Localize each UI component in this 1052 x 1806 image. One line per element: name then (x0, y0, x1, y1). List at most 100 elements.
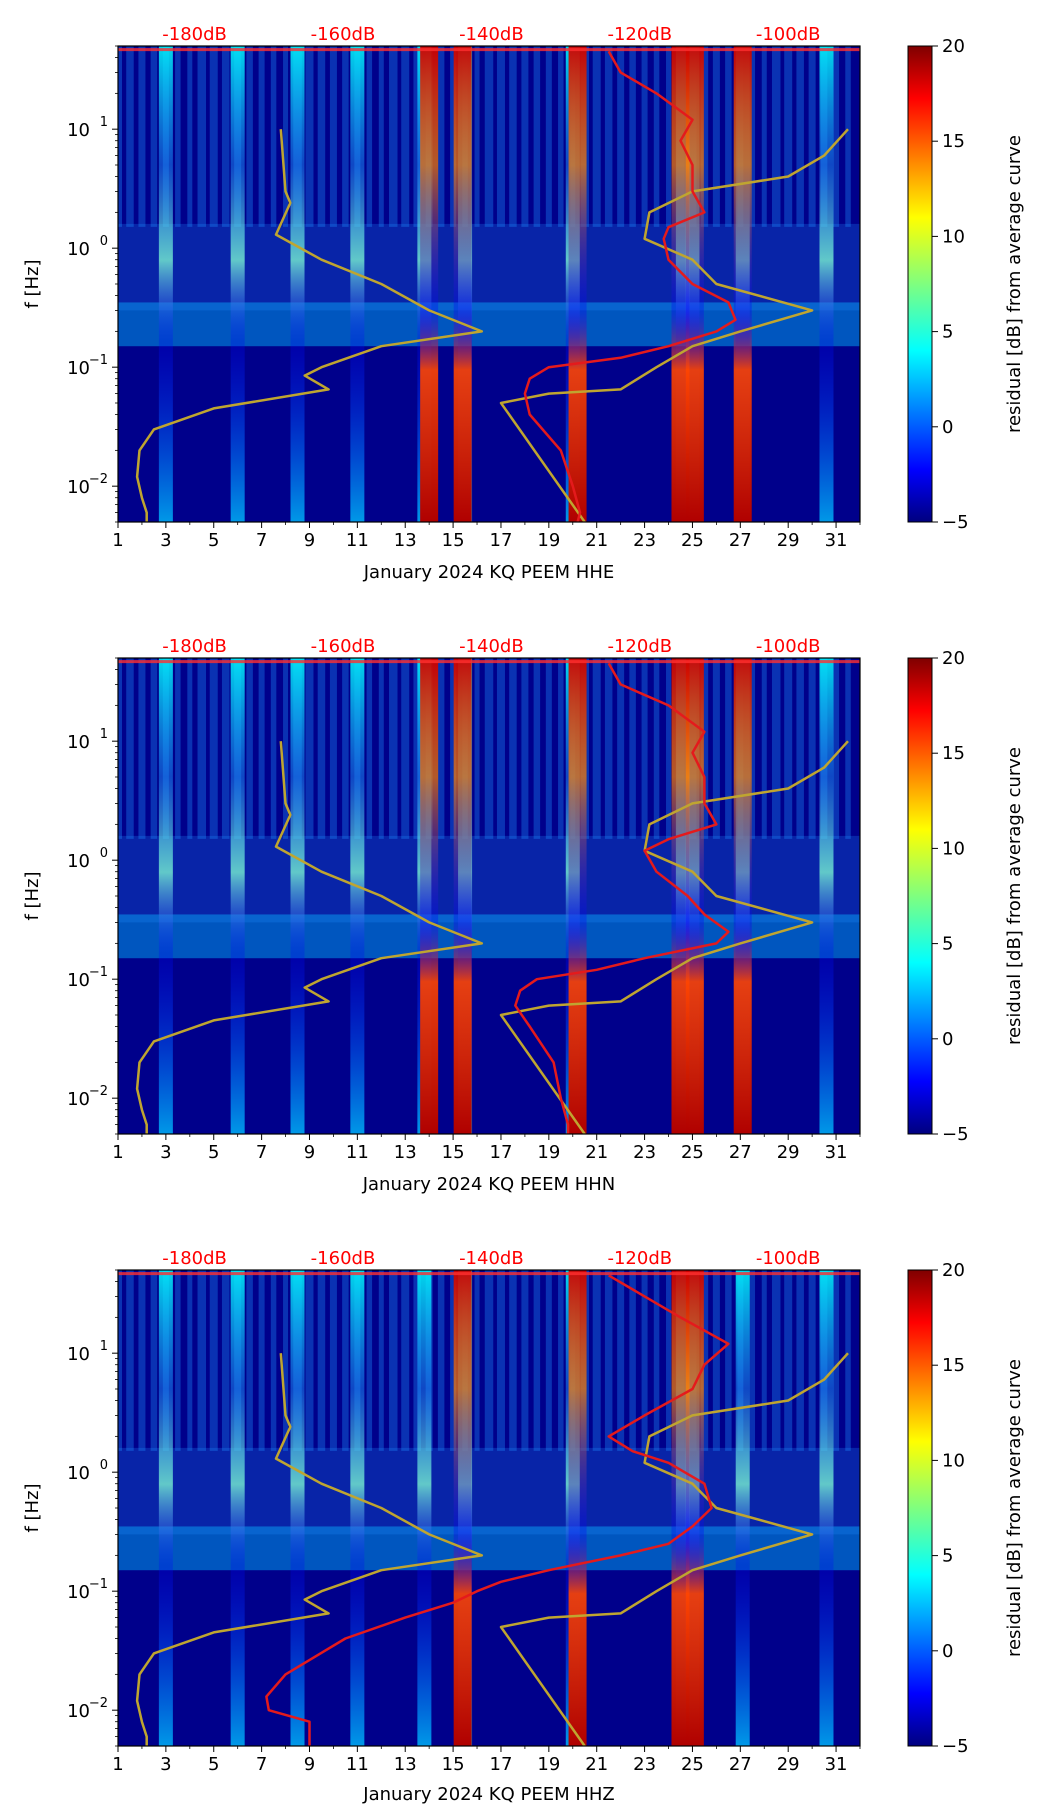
noise-column (604, 658, 613, 839)
x-tick-label: 1 (112, 1754, 123, 1775)
noise-column (484, 658, 494, 839)
noise-column (389, 658, 398, 839)
noise-column (749, 658, 756, 839)
strong-event-column (568, 1270, 587, 1746)
noise-column (712, 658, 720, 839)
noise-column (366, 1270, 373, 1451)
noise-column (784, 658, 793, 839)
noise-column (725, 46, 732, 227)
noise-column (761, 1270, 767, 1451)
noise-model-low-curve (135, 129, 484, 522)
noise-column (808, 658, 816, 839)
noise-column (126, 1270, 134, 1451)
noise-column (150, 46, 158, 227)
noise-column (209, 658, 218, 839)
noise-column (558, 658, 564, 839)
x-tick-label: 17 (490, 1142, 513, 1163)
noise-column (329, 46, 337, 227)
strong-event-column (671, 658, 690, 1134)
noise-column (845, 1270, 851, 1451)
colorbar-label: residual [dB] from average curve (1004, 1359, 1025, 1657)
x-tick-label: 23 (633, 530, 656, 551)
noise-column (592, 46, 601, 227)
noise-column (700, 658, 709, 839)
noise-column (283, 46, 289, 227)
median-psd-curve (265, 1274, 730, 1746)
x-tick-label: 21 (585, 530, 608, 551)
noise-column (700, 1270, 709, 1451)
noise-column (771, 46, 781, 227)
event-column (230, 658, 245, 1134)
noise-column (604, 46, 613, 227)
colorbar-label: residual [dB] from average curve (1004, 747, 1025, 1045)
noise-column (833, 658, 840, 839)
colorbar-tick-label: 20 (942, 1260, 965, 1281)
spectrogram (118, 1270, 860, 1746)
x-tick-label: 31 (825, 1142, 848, 1163)
noise-column (389, 46, 398, 227)
strong-event-column (671, 1270, 690, 1746)
noise-column (138, 46, 146, 227)
noise-column (401, 658, 410, 839)
db-scale-label: -180dB (162, 1248, 227, 1269)
y-tick-label: 10 (67, 1344, 90, 1365)
y-tick-exponent: 0 (100, 1458, 108, 1473)
db-scale-label: -160dB (311, 1248, 376, 1269)
noise-column (150, 1270, 158, 1451)
event-column (350, 1270, 365, 1746)
x-tick-label: 15 (442, 1142, 465, 1163)
x-tick-label: 25 (681, 1142, 704, 1163)
noise-model-low-curve (135, 741, 484, 1134)
noise-column (474, 658, 480, 839)
x-tick-label: 31 (825, 530, 848, 551)
nyquist-line (118, 48, 860, 52)
noise-column (784, 46, 793, 227)
x-tick-label: 17 (490, 530, 513, 551)
strong-event-column (568, 46, 587, 522)
event-column (819, 658, 834, 1134)
x-tick-label: 7 (256, 1142, 267, 1163)
x-tick-label: 7 (256, 1754, 267, 1775)
noise-column (833, 1270, 840, 1451)
noise-column (413, 1270, 421, 1451)
colorbar-tick-label: 15 (942, 743, 965, 764)
strong-event-column (420, 658, 439, 1134)
noise-column (641, 1270, 648, 1451)
noise-column (725, 1270, 732, 1451)
noise-column (258, 1270, 265, 1451)
db-scale-label: -180dB (162, 636, 227, 657)
x-tick-label: 19 (537, 530, 560, 551)
event-column (819, 1270, 834, 1746)
noise-column (521, 658, 529, 839)
noise-column (138, 1270, 146, 1451)
y-tick-exponent: 0 (100, 846, 108, 861)
strong-event-column (453, 1270, 472, 1746)
y-axis-label: f [Hz] (22, 259, 43, 308)
strong-event-column (685, 1270, 704, 1746)
x-tick-label: 21 (585, 1142, 608, 1163)
noise-column (197, 658, 207, 839)
x-axis-label: January 2024 KQ PEEM HHN (362, 1174, 616, 1195)
noise-column (138, 658, 146, 839)
db-scale-label: -140dB (459, 24, 524, 45)
event-column (290, 1270, 305, 1746)
event-column (735, 1270, 750, 1746)
noise-column (305, 46, 314, 227)
x-tick-label: 7 (256, 530, 267, 551)
x-tick-label: 5 (208, 1142, 219, 1163)
x-tick-label: 17 (490, 1754, 513, 1775)
noise-column (437, 658, 445, 839)
y-tick-label: 10 (67, 1701, 90, 1722)
x-tick-label: 31 (825, 1754, 848, 1775)
noise-column (221, 1270, 230, 1451)
strong-event-column (568, 658, 587, 1134)
y-tick-label: 10 (67, 1089, 90, 1110)
y-tick-exponent: −1 (89, 1577, 108, 1592)
noise-column (175, 1270, 181, 1451)
strong-event-column (420, 46, 439, 522)
noise-column (592, 658, 601, 839)
x-tick-label: 3 (160, 1142, 171, 1163)
noise-column (496, 1270, 505, 1451)
event-column (417, 1270, 432, 1746)
